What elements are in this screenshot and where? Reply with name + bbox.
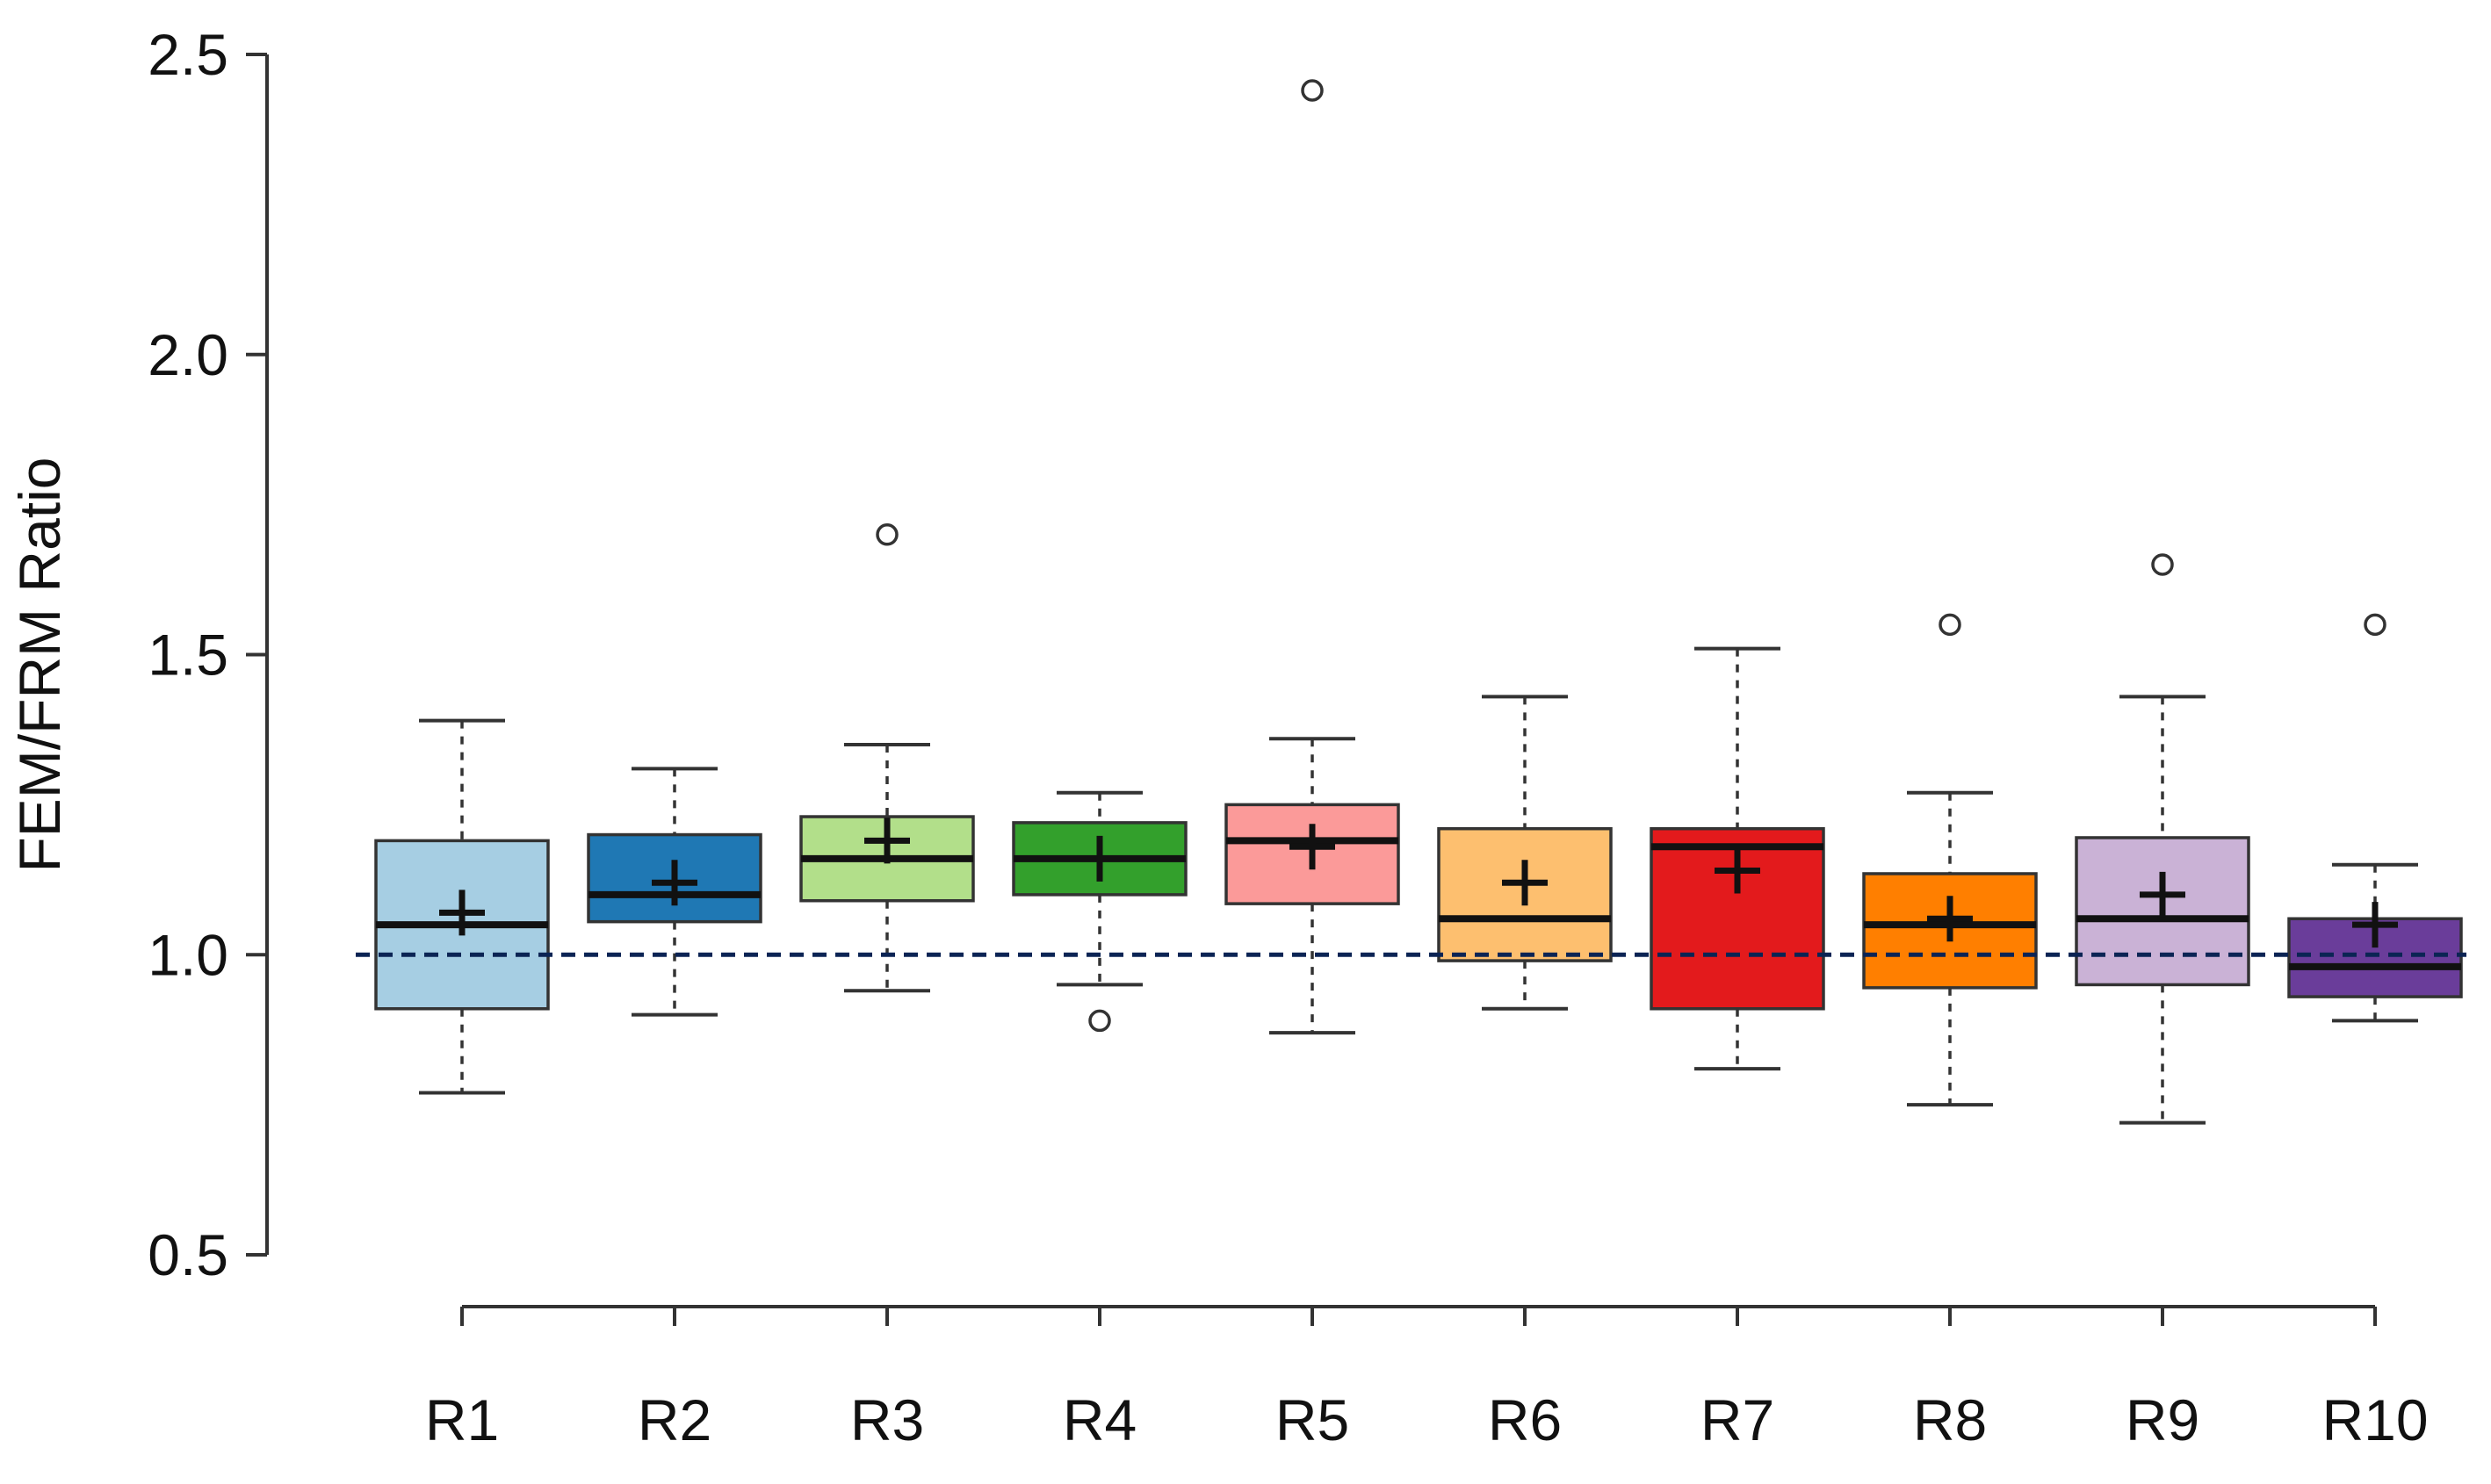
x-axis: R1 R2 R3 R4 R5 R6 R7 R8 R9 R10 [425,1305,2429,1452]
box-r5 [1224,79,1400,1035]
box-r10 [2287,613,2463,1023]
box-r6 [1437,695,1613,1011]
plot-area [356,79,2466,1125]
box-r3 [799,523,975,993]
box-r8 [1862,613,2038,1107]
outlier-point [2364,613,2386,637]
box-r4 [1012,790,1188,1033]
outlier-point [1939,613,1961,637]
box-r1 [374,718,550,1095]
x-tick-label: R8 [1913,1387,1987,1452]
x-tick-label: R4 [1063,1387,1137,1452]
y-tick-label: 0.5 [148,1222,228,1287]
x-tick-label: R6 [1488,1387,1562,1452]
y-tick-label: 1.0 [148,922,228,987]
x-tick-label: R2 [638,1387,711,1452]
x-tick-label: R1 [425,1387,499,1452]
outlier-point [1301,79,1324,102]
box-r7 [1650,646,1825,1071]
box-r9 [2075,553,2250,1125]
x-tick-label: R10 [2321,1387,2428,1452]
box-r2 [587,767,762,1017]
x-tick-label: R7 [1700,1387,1774,1452]
y-tick-label: 2.0 [148,322,228,387]
outlier-point [2151,553,2174,576]
y-axis-title: FEM/FRM Ratio [7,457,72,872]
y-tick-label: 1.5 [148,623,228,688]
x-tick-label: R3 [850,1387,924,1452]
x-tick-label: R9 [2126,1387,2199,1452]
y-tick-label: 2.5 [148,22,228,87]
outlier-point [876,523,899,546]
outlier-point [1088,1009,1111,1033]
y-axis: 0.5 1.0 1.5 2.0 2.5 [148,22,269,1287]
x-tick-label: R5 [1275,1387,1349,1452]
